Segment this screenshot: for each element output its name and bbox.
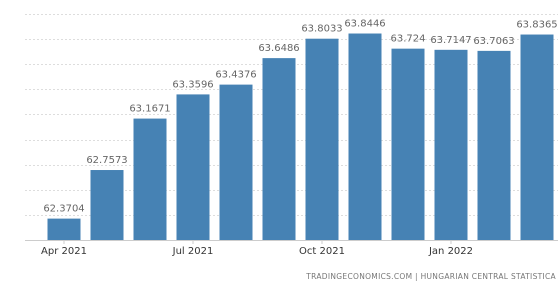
x-tick-label: Apr 2021 bbox=[41, 246, 87, 257]
bar bbox=[176, 94, 210, 240]
value-label: 62.3704 bbox=[43, 204, 84, 215]
value-label: 63.6486 bbox=[258, 43, 299, 54]
bar bbox=[434, 49, 468, 240]
value-label: 63.724 bbox=[391, 34, 426, 45]
bar bbox=[262, 58, 296, 240]
x-tick-label: Jul 2021 bbox=[172, 246, 214, 257]
bar bbox=[219, 84, 253, 240]
bar bbox=[133, 118, 167, 240]
value-label: 63.1671 bbox=[129, 104, 170, 115]
x-tick-label: Jan 2022 bbox=[428, 246, 473, 257]
value-label: 63.8365 bbox=[516, 20, 557, 31]
value-label: 63.8446 bbox=[344, 19, 385, 30]
value-label: 63.7063 bbox=[473, 36, 514, 47]
bar bbox=[47, 218, 81, 240]
bar bbox=[391, 48, 425, 240]
value-label: 62.7573 bbox=[86, 155, 127, 166]
bar bbox=[477, 50, 511, 240]
bar bbox=[90, 170, 124, 240]
x-tick-label: Oct 2021 bbox=[299, 246, 345, 257]
bar bbox=[348, 33, 382, 240]
value-label: 63.3596 bbox=[172, 79, 213, 90]
value-label: 63.7147 bbox=[430, 35, 471, 46]
source: TRADINGECONOMICS.COM | HUNGARIAN CENTRAL… bbox=[305, 272, 556, 281]
bar bbox=[305, 38, 339, 240]
value-label: 63.8033 bbox=[301, 24, 342, 35]
value-label: 63.4376 bbox=[215, 70, 256, 81]
bar bbox=[520, 34, 554, 240]
